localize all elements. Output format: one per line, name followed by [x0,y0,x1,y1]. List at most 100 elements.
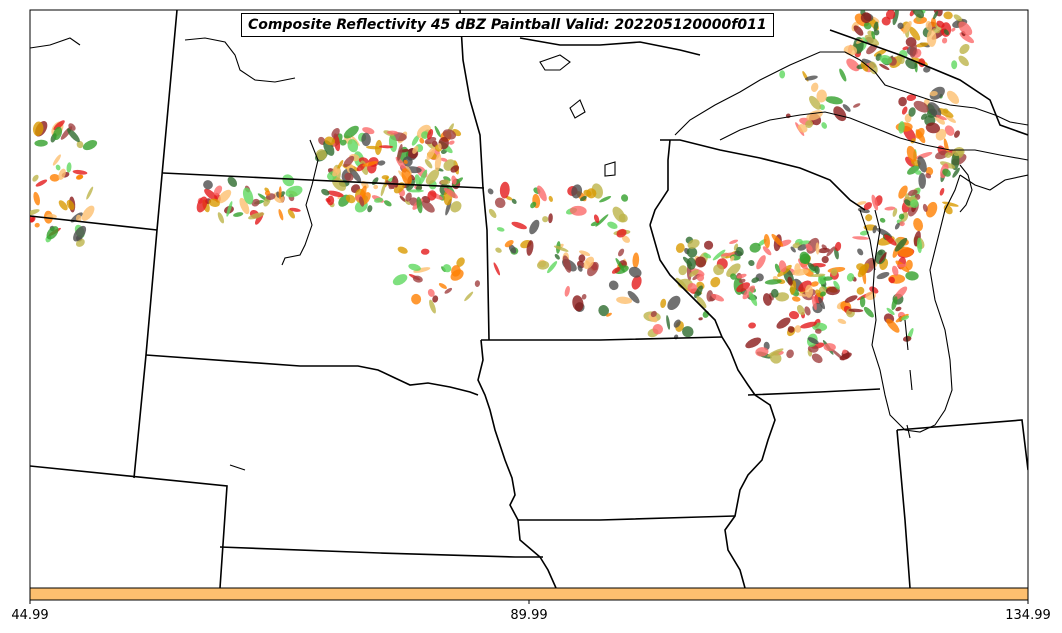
reflectivity-blob [427,288,435,297]
state-boundaries [30,10,1028,588]
reflectivity-blob [771,233,784,247]
reflectivity-blob [776,317,791,329]
boundary-mn-canada [519,37,701,56]
reflectivity-blob [848,308,864,313]
reflectivity-blob [403,159,408,164]
reflectivity-blob [797,244,808,251]
reflectivity-blob [913,100,929,113]
reflectivity-blob [815,242,820,255]
reflectivity-blob [911,10,925,19]
reflectivity-blob [451,175,457,185]
reflectivity-blob [696,291,702,296]
reflectivity-blob [916,237,923,254]
reflectivity-blob [907,189,918,196]
reflectivity-blob [362,127,375,135]
reflectivity-blob [438,283,447,289]
reflectivity-blob [464,291,474,302]
boundary-mn-ia [481,336,723,341]
reflectivity-blob [860,61,869,72]
reflectivity-blob [881,16,891,26]
reflectivity-blob [425,169,440,185]
reflectivity-blob [427,129,434,140]
reflectivity-blob [401,168,412,186]
reflectivity-blob [53,126,63,140]
reflectivity-blob [825,286,840,296]
reflectivity-blob [578,254,586,263]
reflectivity-blob [251,198,260,207]
reflectivity-blob [226,201,233,217]
reflectivity-blob [958,55,969,67]
reflectivity-blob [442,129,457,140]
reflectivity-blob [703,252,712,259]
reflectivity-blob [895,306,902,312]
reflectivity-blob [278,186,282,200]
reflectivity-blob [529,219,540,235]
reflectivity-blob [488,208,497,218]
reflectivity-blob [411,135,420,146]
reflectivity-blob [925,173,932,179]
reflectivity-blob [853,103,861,108]
reflectivity-blob [751,277,760,283]
reflectivity-blob [474,280,481,287]
reflectivity-blob [908,26,921,41]
reflectivity-blob [687,283,698,293]
reflectivity-blob [942,168,951,177]
reflectivity-blob [366,145,381,150]
reflectivity-blob [816,89,827,103]
reflectivity-blob [865,214,873,222]
reflectivity-blob [386,130,399,135]
reflectivity-blob [954,130,960,138]
reflectivity-blob [673,319,681,328]
reflectivity-blob [248,212,265,220]
reflectivity-blob [856,263,866,271]
reflectivity-blob [807,337,819,345]
reflectivity-blob [730,273,737,280]
reflectivity-blob [35,179,48,187]
reflectivity-blob [915,170,922,175]
reflectivity-blob [58,200,68,211]
reflectivity-blob [75,174,84,180]
reflectivity-blob [800,321,817,329]
reflectivity-blob [925,122,941,134]
boundary-ia-ne-river [477,339,557,588]
reflectivity-blob [763,234,770,248]
reflectivity-blob [925,21,933,31]
reflectivity-blob [906,145,917,162]
reflectivity-blob [788,311,800,320]
reflectivity-blob [373,184,379,190]
coastlines [30,37,1028,471]
reflectivity-blob [711,293,725,302]
lake-small-2 [569,99,586,119]
reflectivity-blob [53,120,65,131]
reflectivity-blob [787,276,793,286]
reflectivity-blob [886,318,900,333]
reflectivity-blob [374,197,384,203]
boundary-ne-ks [219,546,543,558]
reflectivity-blob [810,281,819,287]
reflectivity-blob [499,181,510,199]
reflectivity-blob [910,199,919,208]
reflectivity-blob [442,264,452,273]
reflectivity-blob [361,132,371,147]
reflectivity-blob [820,291,826,297]
reflectivity-blob [797,124,808,133]
reflectivity-blob [450,165,460,173]
reflectivity-blob [905,271,919,281]
reflectivity-blob [891,265,899,276]
reflectivity-blob [598,305,610,317]
reflectivity-blob [815,289,823,299]
reflectivity-blob [233,212,244,217]
reflectivity-blob [397,246,408,254]
reflectivity-blob [55,164,61,171]
reflectivity-blob [878,252,887,264]
reflectivity-blob [915,129,926,144]
reflectivity-blob [953,150,964,156]
reflectivity-blob [853,25,864,36]
reflectivity-blob [408,263,421,271]
reflectivity-blob [898,96,907,107]
reflectivity-blob [648,314,658,323]
reflectivity-blob [818,296,826,310]
reflectivity-blob [846,273,855,282]
reflectivity-blob [815,328,822,334]
